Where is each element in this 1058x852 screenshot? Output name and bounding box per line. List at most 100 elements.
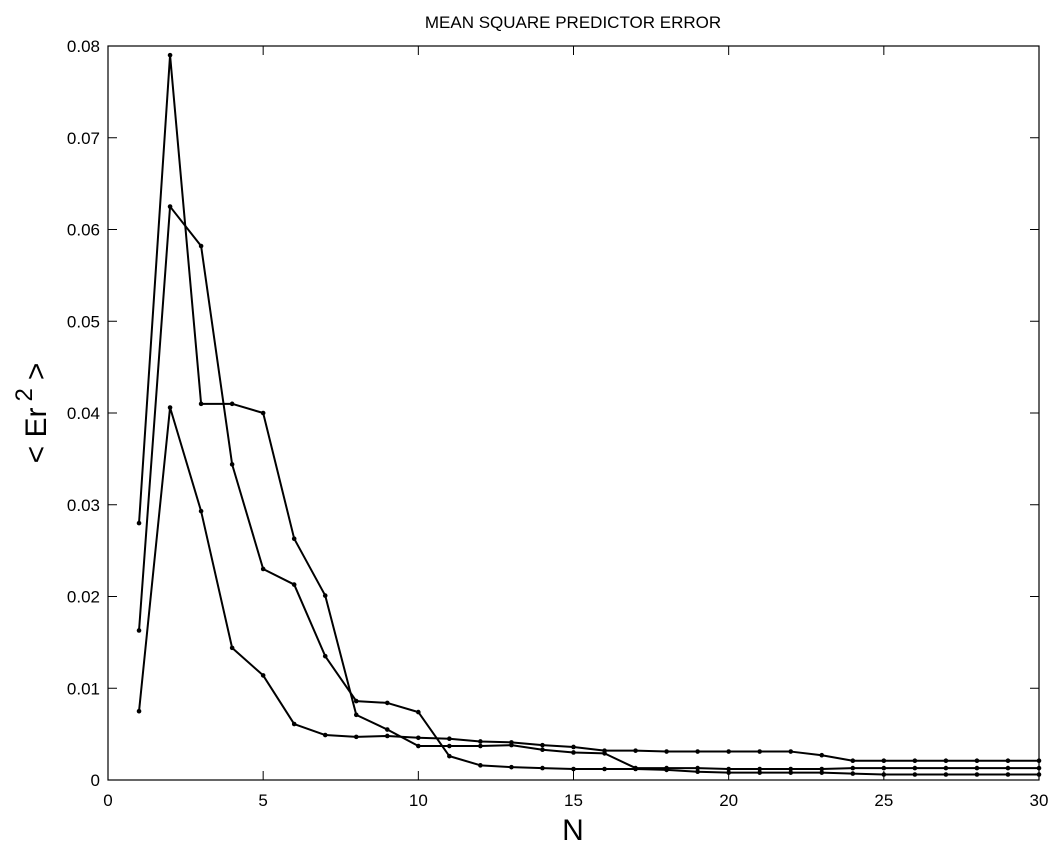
point: [757, 749, 762, 754]
y-tick-label: 0.07: [67, 129, 100, 148]
point: [416, 743, 421, 749]
x-tick-label: 30: [1030, 791, 1049, 810]
point: [571, 766, 576, 772]
point: [540, 742, 545, 748]
point: [757, 766, 762, 772]
point: [229, 462, 235, 467]
x-axis-label: N: [562, 814, 584, 847]
point: [416, 735, 421, 741]
point: [229, 401, 235, 407]
point: [974, 758, 980, 764]
point: [385, 700, 390, 706]
point: [260, 566, 266, 572]
point: [757, 770, 762, 775]
series-line: [138, 54, 1039, 770]
point: [229, 645, 235, 651]
point: [1005, 765, 1011, 771]
point: [881, 758, 887, 764]
point: [540, 765, 545, 771]
point: [260, 673, 266, 678]
point: [1036, 758, 1042, 764]
point: [260, 410, 266, 416]
point: [881, 765, 887, 771]
y-tick-label: 0.03: [67, 496, 100, 515]
point: [974, 765, 980, 771]
x-tick-label: 0: [103, 791, 112, 810]
point: [912, 765, 918, 771]
point: [136, 708, 142, 714]
y-label-end: >: [20, 363, 53, 381]
point: [322, 732, 328, 738]
x-tick-label: 15: [564, 791, 583, 810]
point: [509, 740, 514, 745]
y-tick-label: 0: [91, 771, 100, 790]
point: [571, 744, 576, 750]
point: [943, 772, 949, 777]
point: [167, 204, 173, 209]
x-tick-label: 25: [874, 791, 893, 810]
series-line: [138, 406, 1039, 762]
point: [447, 736, 452, 742]
point: [322, 593, 328, 598]
y-axis-label: < Er 2 >: [11, 363, 53, 464]
point: [695, 769, 700, 775]
point: [1005, 772, 1011, 777]
point: [1005, 758, 1011, 764]
y-label-sup: 2: [11, 388, 38, 401]
x-tick-label: 20: [719, 791, 738, 810]
point: [353, 712, 359, 718]
point: [695, 765, 700, 771]
x-tick-label: 10: [409, 791, 428, 810]
point: [726, 766, 731, 772]
y-tick-label: 0.02: [67, 588, 100, 607]
point: [291, 536, 297, 541]
point: [447, 753, 452, 759]
point: [664, 749, 669, 754]
point: [353, 734, 359, 740]
point: [819, 766, 825, 772]
point: [633, 748, 638, 753]
point: [167, 405, 173, 410]
point: [602, 748, 607, 753]
point: [819, 770, 825, 775]
point: [788, 770, 794, 775]
x-tick-label: 5: [258, 791, 267, 810]
point: [726, 770, 731, 775]
point: [633, 766, 638, 772]
point: [353, 698, 359, 704]
point: [881, 772, 887, 777]
point: [478, 739, 483, 744]
point: [664, 767, 669, 773]
y-tick-label: 0.08: [67, 37, 100, 56]
point: [478, 743, 483, 749]
point: [912, 758, 918, 764]
point: [819, 752, 825, 758]
y-tick-label: 0.01: [67, 679, 100, 698]
point: [136, 628, 142, 633]
point: [198, 508, 204, 514]
point: [136, 520, 142, 526]
point: [198, 243, 204, 249]
point: [850, 771, 856, 776]
point: [198, 401, 204, 407]
point: [322, 653, 328, 659]
point: [1036, 765, 1042, 771]
point: [478, 763, 483, 768]
point: [602, 766, 607, 772]
y-tick-label: 0.06: [67, 221, 100, 240]
point: [509, 764, 514, 770]
point: [788, 766, 794, 772]
point: [1036, 772, 1042, 777]
point: [291, 582, 297, 587]
point: [416, 709, 421, 715]
point: [912, 772, 918, 777]
plot-frame: [107, 45, 1040, 781]
y-tick-label: 0.05: [67, 312, 100, 331]
point: [540, 747, 545, 753]
point: [788, 749, 794, 754]
y-label-main: < Er: [20, 408, 53, 464]
point: [385, 727, 390, 732]
chart-title: MEAN SQUARE PREDICTOR ERROR: [425, 13, 721, 32]
